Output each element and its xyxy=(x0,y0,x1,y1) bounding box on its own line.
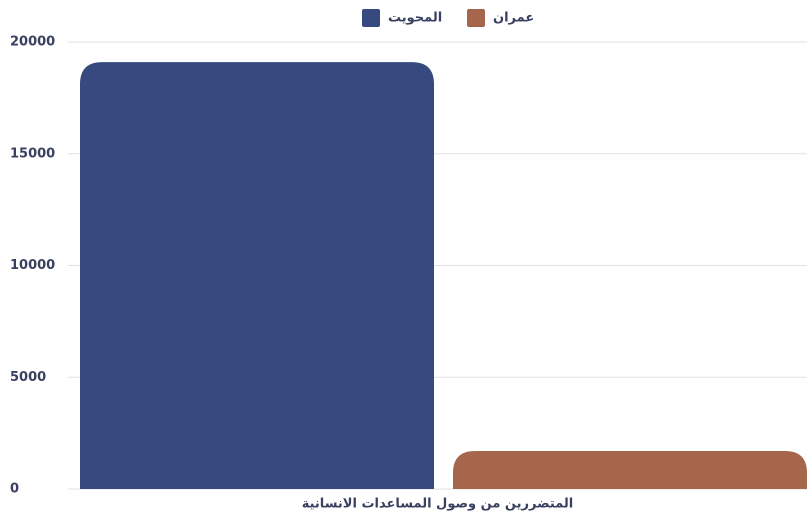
bar xyxy=(80,62,434,490)
legend-label: المحويت xyxy=(388,11,442,26)
x-tick-label: المتضررين من وصول المساعدات الانسانية xyxy=(302,497,574,512)
y-tick-label: 5000 xyxy=(10,370,46,385)
legend-label: عمران xyxy=(493,11,534,26)
y-tick-label: 15000 xyxy=(10,146,55,161)
y-tick-label: 20000 xyxy=(10,35,55,50)
y-tick-label: 0 xyxy=(10,482,19,497)
legend-swatch xyxy=(467,9,485,27)
legend-swatch xyxy=(362,9,380,27)
y-tick-label: 10000 xyxy=(10,258,55,273)
bar xyxy=(453,451,807,489)
